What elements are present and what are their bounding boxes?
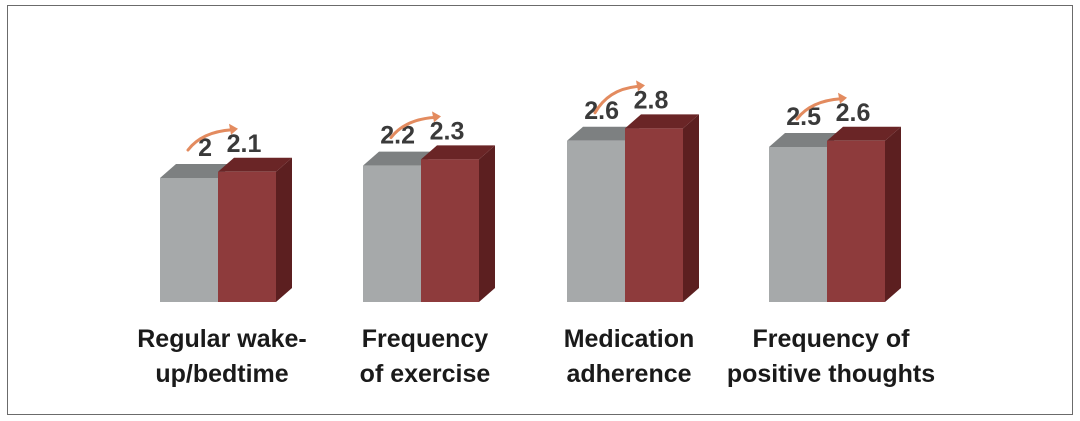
bar-after-side-0 [276,157,292,302]
category-label-line: positive thoughts [727,360,935,388]
value-label-after-3: 2.6 [836,99,871,127]
value-label-before-3: 2.5 [786,103,821,131]
bar-after-1 [421,159,479,302]
category-label-2: Medication adherence [564,325,695,388]
category-label-line: up/bedtime [155,360,288,388]
bar-after-2 [625,128,683,302]
category-label-line: Frequency of [753,325,911,353]
change-arrow-head-0 [229,123,238,135]
value-label-before-2: 2.6 [584,97,619,125]
change-arrow-1 [389,115,437,140]
bar-before-2 [567,140,625,302]
bar-after-top-3 [827,126,901,141]
bar-after-side-3 [885,126,901,302]
bar-before-top-0 [160,164,234,178]
category-label-line: of exercise [360,360,491,388]
category-label-1: Frequency of exercise [360,325,491,388]
value-label-before-0: 2 [198,134,212,162]
change-arrow-head-2 [636,80,645,92]
bar-before-top-2 [567,126,641,141]
value-label-after-1: 2.3 [430,117,465,145]
change-arrow-head-1 [432,111,441,123]
bar-after-3 [827,140,885,302]
bar-before-0 [160,178,218,302]
bar-after-top-1 [421,145,495,160]
bar-before-top-1 [363,151,437,166]
category-label-3: Frequency of positive thoughts [727,325,935,388]
category-label-line: Medication [564,325,695,353]
category-label-line: Regular wake- [137,325,307,353]
bar-after-side-2 [683,114,699,303]
value-label-after-2: 2.8 [634,86,669,114]
change-arrow-3 [795,97,843,121]
bar-before-3 [769,147,827,302]
bar-before-top-3 [769,133,843,147]
change-arrow-0 [186,128,234,152]
bar-after-0 [218,171,276,302]
value-label-before-1: 2.2 [380,122,415,150]
value-label-after-0: 2.1 [227,130,262,158]
bar-before-1 [363,165,421,302]
change-arrow-head-3 [838,92,847,104]
category-label-line: Frequency [362,325,489,353]
change-arrow-2 [593,84,641,115]
category-label-0: Regular wake-up/bedtime [137,325,307,388]
bar-after-top-2 [625,114,699,129]
bar-after-top-0 [218,157,292,172]
category-label-line: adherence [566,360,691,388]
bar-after-side-1 [479,145,495,302]
